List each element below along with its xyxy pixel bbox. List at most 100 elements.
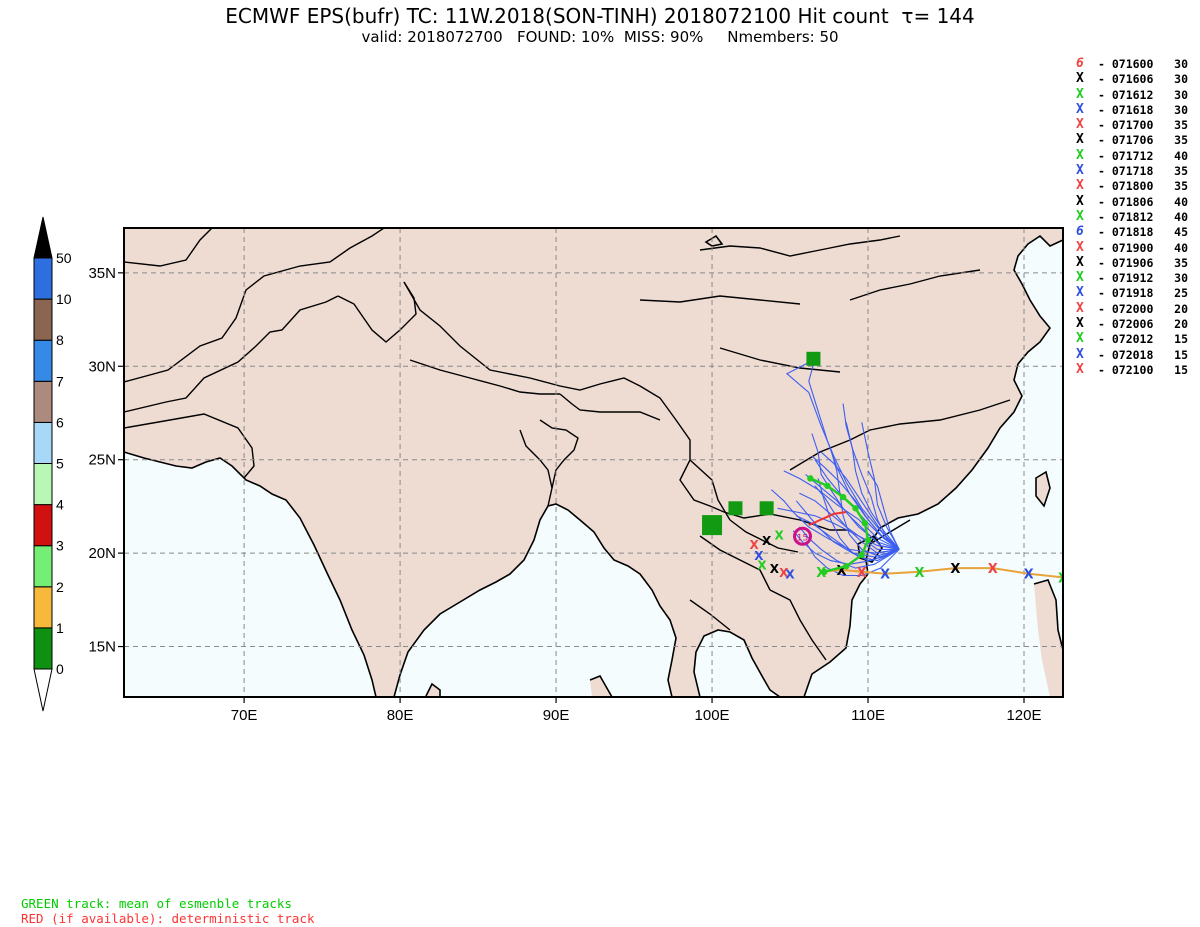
legend-entry-text: - 071700 35 [1098, 118, 1189, 133]
mean-track-point [858, 551, 865, 559]
colorbar-bottom-arrow [33, 668, 53, 712]
x-marker: X [1076, 316, 1084, 332]
x-marker: X [1076, 270, 1084, 286]
x-marker: X [950, 562, 960, 577]
legend-entry-text: - 071706 35 [1098, 133, 1189, 148]
legend-row: X - 071806 40 [1070, 194, 1200, 210]
x-marker: X [1076, 147, 1084, 163]
lon-label: 70E [231, 707, 258, 724]
x-marker: X [1076, 331, 1084, 347]
colorbar-label: 7 [56, 373, 64, 389]
legend-row: X - 071800 35 [1070, 178, 1200, 194]
colorbar: 0 1 2 3 4 5 6 7 8 10 50 [33, 216, 72, 712]
storm-intensity-label: 15 [797, 533, 808, 543]
colorbar-label: 5 [56, 456, 64, 472]
x-marker: X [988, 562, 998, 577]
lon-label: 100E [695, 707, 730, 724]
colorbar-label: 4 [56, 497, 64, 513]
x-marker: X [1058, 571, 1068, 586]
legend-row: 6 - 071600 30 [1070, 56, 1200, 72]
hit-count-box [702, 515, 723, 536]
ensemble-member-track [861, 422, 900, 550]
colorbar-segment [33, 545, 53, 588]
colorbar-label: 8 [56, 332, 64, 348]
x-marker: X [1076, 254, 1084, 270]
x-marker: X [774, 528, 784, 542]
legend-entry-text: - 071618 30 [1098, 102, 1189, 117]
legend-entry-text: - 072006 20 [1098, 317, 1189, 332]
legend-row: 6 - 071818 45 [1070, 224, 1200, 240]
legend-entry-text: - 071606 30 [1098, 72, 1189, 87]
legend-row: X - 071712 40 [1070, 147, 1200, 164]
x-marker: X [757, 558, 767, 572]
legend-entry-text: - 071612 30 [1098, 87, 1189, 102]
hit-count-box [806, 351, 821, 366]
mean-track-point [807, 475, 814, 482]
legend-entry-text: - 071800 35 [1098, 179, 1189, 194]
x-marker: X [779, 566, 789, 580]
lat-label: 20N [88, 545, 116, 562]
colorbar-segment [33, 627, 53, 670]
time-legend: 6 - 071600 30 X - 071606 30 X - 071612 30 X - 0… [1070, 56, 1200, 378]
lon-label: 80E [387, 707, 414, 724]
land-mass-island [1034, 580, 1063, 697]
storm-icon: 6 [1076, 224, 1084, 240]
x-marker: X [750, 538, 760, 552]
green-track-note: GREEN track: mean of esmenble tracks [21, 896, 292, 911]
legend-entry-text: - 071906 35 [1098, 255, 1189, 270]
legend-entry-text: - 071918 25 [1098, 286, 1189, 301]
legend-row: X - 071612 30 [1070, 87, 1200, 103]
lat-label: 35N [88, 265, 116, 282]
x-marker: X [1076, 71, 1084, 87]
colorbar-segment [33, 504, 53, 547]
x-marker: X [1076, 132, 1084, 148]
colorbar-label: 1 [56, 620, 64, 636]
colorbar-label: 6 [56, 414, 64, 430]
deterministic-track [808, 511, 847, 527]
legend-row: X - 071906 35 [1070, 254, 1200, 271]
ensemble-member-track [814, 485, 900, 550]
red-track-note: RED (if available): deterministic track [21, 911, 315, 926]
colorbar-label: 3 [56, 538, 64, 554]
legend-entry-text: - 071718 35 [1098, 164, 1189, 179]
chart-subtitle: valid: 2018072700 FOUND: 10% MISS: 90% N… [361, 28, 839, 46]
colorbar-segment [33, 257, 53, 300]
lon-label: 90E [543, 707, 570, 724]
legend-row: X - 071700 35 [1070, 117, 1200, 133]
x-marker: X [914, 566, 924, 581]
legend-row: X - 072006 20 [1070, 316, 1200, 332]
mean-track-point [839, 493, 847, 501]
country-borders [124, 228, 1011, 661]
x-marker: X [1076, 101, 1084, 117]
land-mass [124, 228, 1063, 697]
x-marker: X [754, 549, 764, 563]
legend-row: X - 071912 30 [1070, 270, 1200, 286]
legend-entry-text: - 071812 40 [1098, 209, 1189, 224]
legend-row: X - 072100 15 [1070, 361, 1200, 378]
ensemble-member-track [867, 470, 900, 550]
legend-entry-text: - 071600 30 [1098, 57, 1189, 71]
ensemble-member-track [777, 507, 900, 550]
land-mass-island [426, 684, 440, 697]
legend-row: X - 072012 15 [1070, 331, 1200, 347]
ensemble-member-track [783, 470, 900, 550]
chart-title: ECMWF EPS(bufr) TC: 11W.2018(SON-TINH) 2… [225, 4, 975, 28]
x-marker: X [1076, 117, 1084, 133]
colorbar-top-arrow [33, 216, 53, 259]
ensemble-member-track [785, 362, 900, 550]
ensemble-member-track [795, 500, 900, 558]
x-marker: X [1076, 361, 1084, 377]
hit-count-box [759, 501, 774, 516]
ensemble-member-track [842, 403, 900, 550]
legend-row: X - 071718 35 [1070, 163, 1200, 179]
storm-icon [793, 526, 813, 546]
x-marker: X [836, 564, 846, 579]
storm-icon: 6 [1076, 56, 1084, 71]
legend-entry-text: - 072018 15 [1098, 347, 1189, 362]
ensemble-member-track [805, 541, 900, 577]
legend-entry-text: - 072012 15 [1098, 332, 1189, 347]
legend-row: X - 071812 40 [1070, 209, 1200, 225]
legend-entry-text: - 071912 30 [1098, 271, 1189, 286]
